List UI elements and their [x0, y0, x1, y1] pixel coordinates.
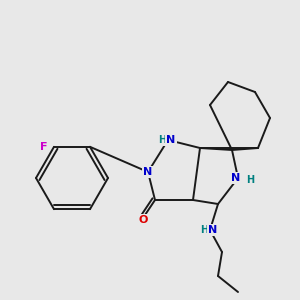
Text: N: N	[231, 173, 241, 183]
Text: N: N	[208, 225, 217, 235]
Text: H: H	[246, 175, 254, 185]
Text: N: N	[143, 167, 153, 177]
Text: H: H	[158, 135, 166, 145]
Text: N: N	[167, 135, 176, 145]
Text: O: O	[138, 215, 148, 225]
Text: H: H	[200, 225, 208, 235]
Text: F: F	[40, 142, 48, 152]
